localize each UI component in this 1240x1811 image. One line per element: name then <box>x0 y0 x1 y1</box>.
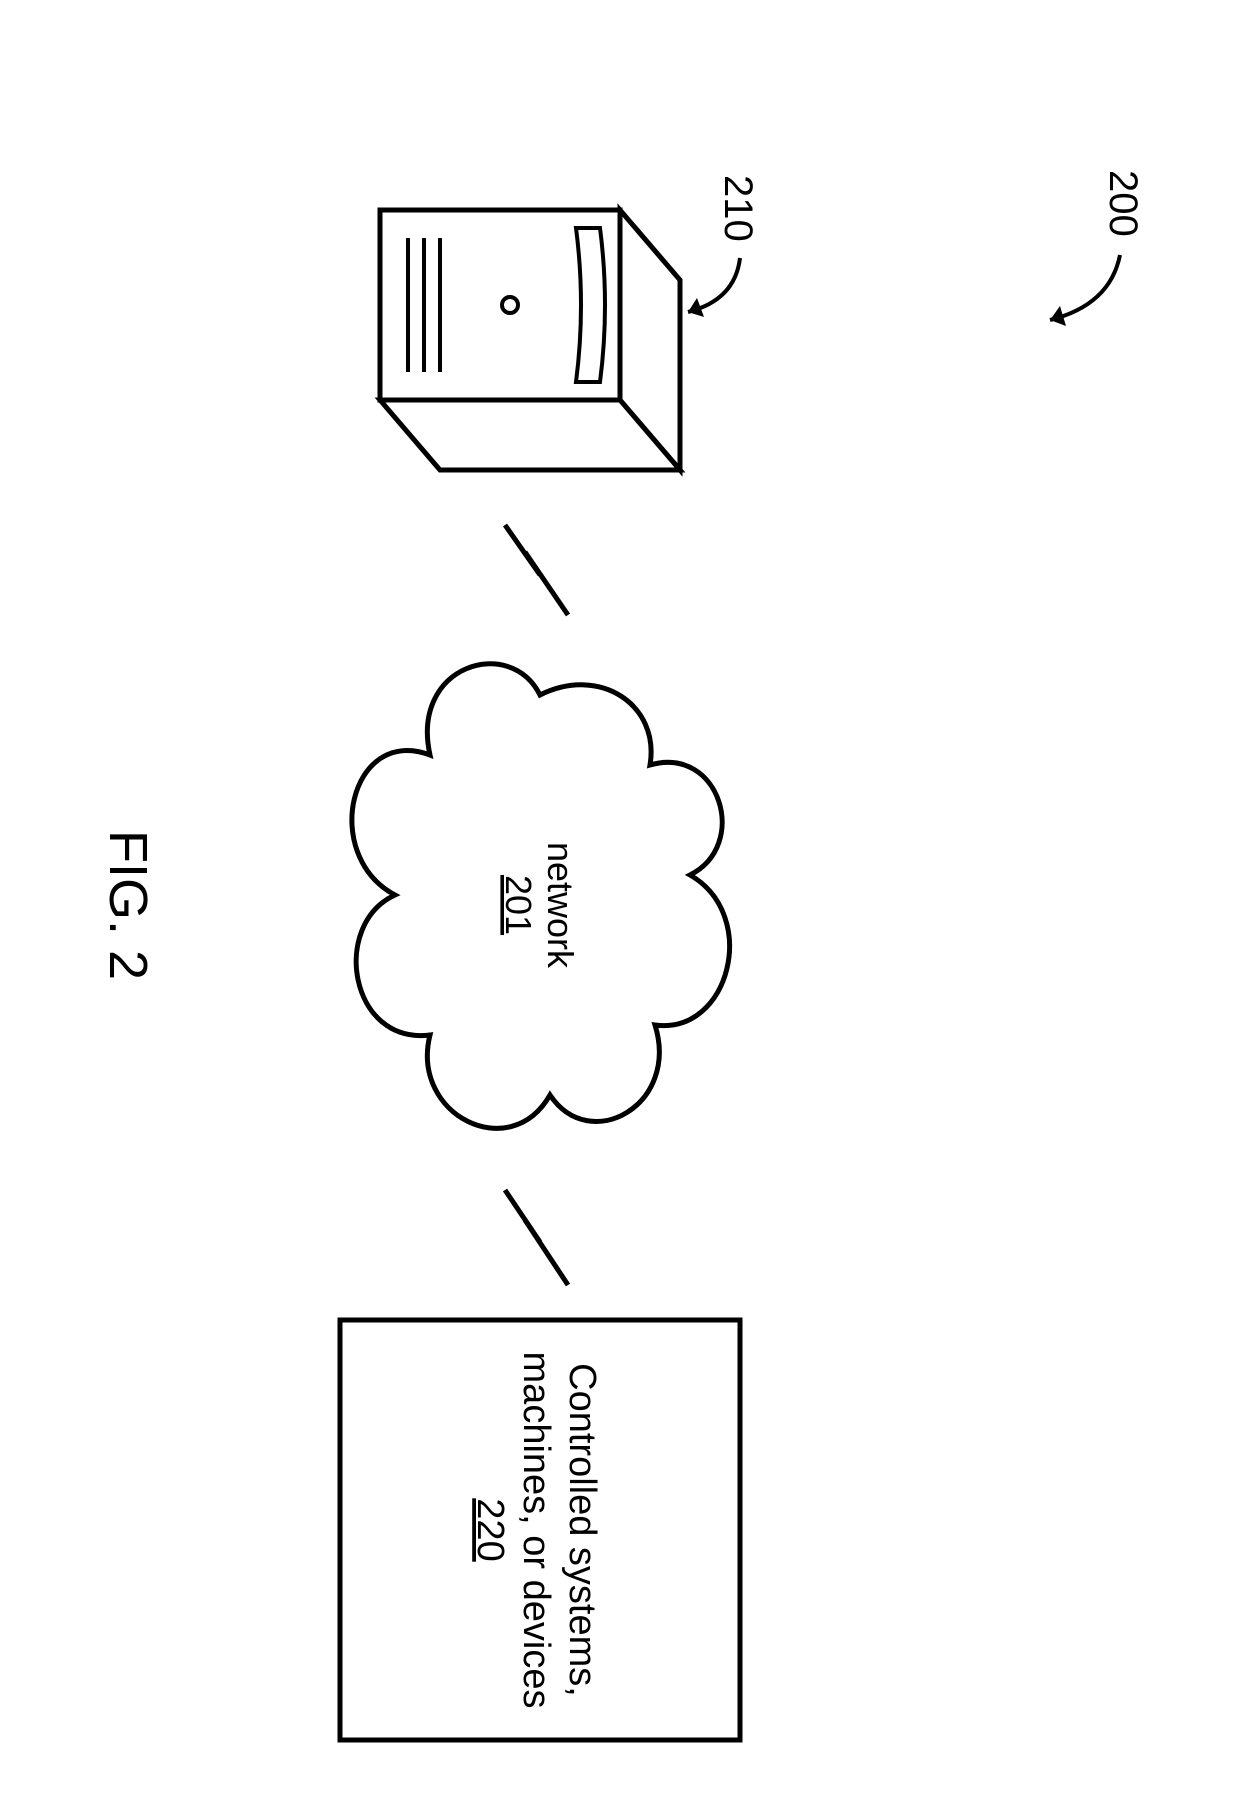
server-icon <box>380 210 680 470</box>
figure-2-diagram: 200 210 <box>0 0 1240 1811</box>
cloud-label: network <box>540 842 581 969</box>
wireless-link-left <box>505 525 568 615</box>
controlled-line2: machines, or devices <box>515 1352 557 1709</box>
server-ref-label: 210 <box>688 175 760 317</box>
server-ref-text: 210 <box>716 175 760 242</box>
controlled-systems-box: Controlled systems, machines, or devices… <box>340 1320 740 1740</box>
controlled-line1: Controlled systems, <box>561 1363 603 1697</box>
cloud-ref: 201 <box>498 875 539 935</box>
controlled-ref: 220 <box>469 1498 511 1561</box>
system-ref-text: 200 <box>1101 170 1145 237</box>
wireless-link-right <box>505 1190 568 1285</box>
figure-caption: FIG. 2 <box>98 830 158 980</box>
system-ref-label: 200 <box>1050 170 1145 326</box>
network-cloud: network 201 <box>352 664 730 1129</box>
